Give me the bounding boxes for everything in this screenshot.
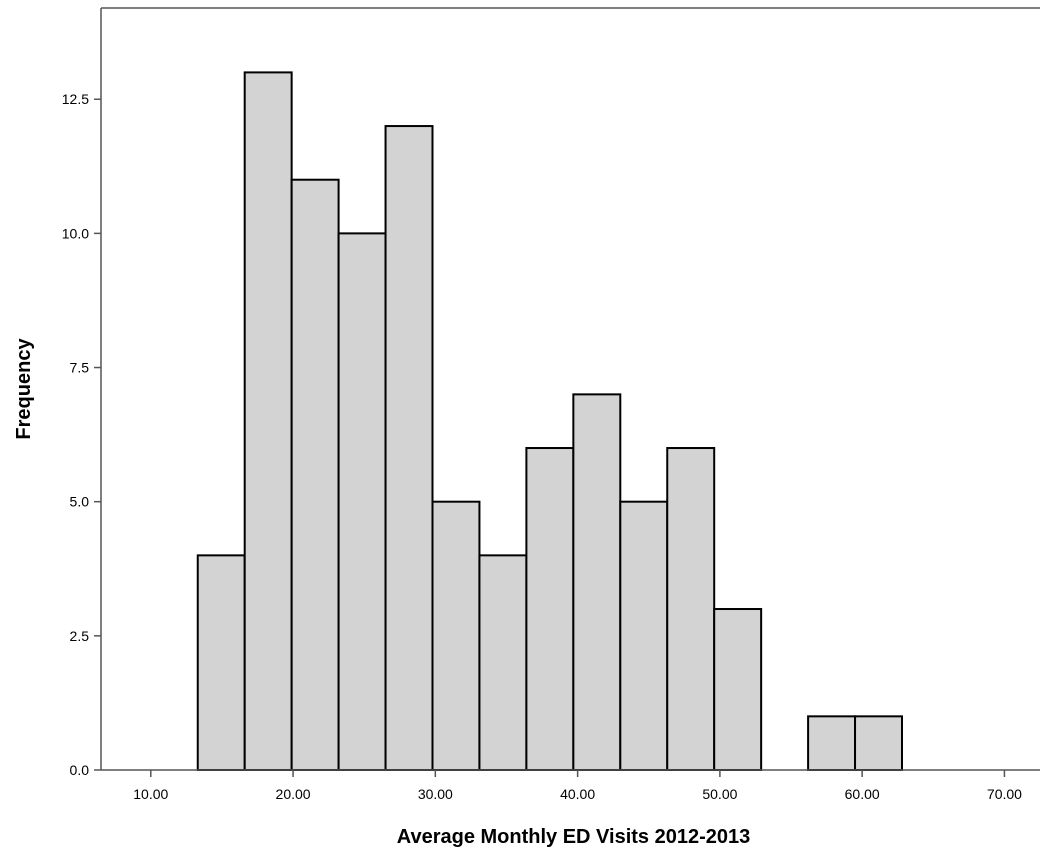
histogram-bar — [243, 71, 293, 772]
x-axis-ticks: 10.00 20.00 30.00 40.00 50.00 60.00 70.00 — [133, 770, 1022, 802]
histogram-bar — [431, 500, 481, 771]
x-tick-label: 70.00 — [987, 786, 1022, 802]
x-tick-label: 40.00 — [560, 786, 595, 802]
plot-frame — [100, 7, 1040, 771]
bars-group — [196, 71, 903, 772]
y-tick-label: 7.5 — [70, 360, 90, 376]
histogram-bar — [196, 554, 246, 771]
histogram-bar — [290, 178, 340, 771]
y-tick-label: 2.5 — [70, 628, 90, 644]
x-tick-label: 10.00 — [133, 786, 168, 802]
y-tick-label: 10.0 — [62, 225, 89, 241]
y-tick-label: 0.0 — [70, 762, 90, 778]
histogram-bar — [666, 447, 716, 771]
histogram-bar — [619, 500, 669, 771]
histogram-bar — [384, 125, 434, 771]
histogram-bar — [713, 608, 763, 772]
y-axis-ticks: 0.0 2.5 5.0 7.5 10.0 12.5 — [62, 91, 101, 778]
histogram-bar — [854, 715, 903, 771]
x-tick-label: 50.00 — [702, 786, 737, 802]
x-axis-title: Average Monthly ED Visits 2012-2013 — [397, 826, 751, 848]
x-tick-label: 20.00 — [276, 786, 311, 802]
y-tick-label: 5.0 — [70, 494, 90, 510]
x-tick-label: 30.00 — [418, 786, 453, 802]
histogram-bar — [337, 232, 387, 771]
histogram-bar — [807, 715, 857, 771]
histogram-bar — [478, 554, 528, 771]
histogram-bar — [572, 393, 622, 771]
histogram-bar — [525, 447, 575, 771]
y-tick-label: 12.5 — [62, 91, 89, 107]
x-tick-label: 60.00 — [845, 786, 880, 802]
y-axis-title: Frequency — [13, 338, 35, 440]
